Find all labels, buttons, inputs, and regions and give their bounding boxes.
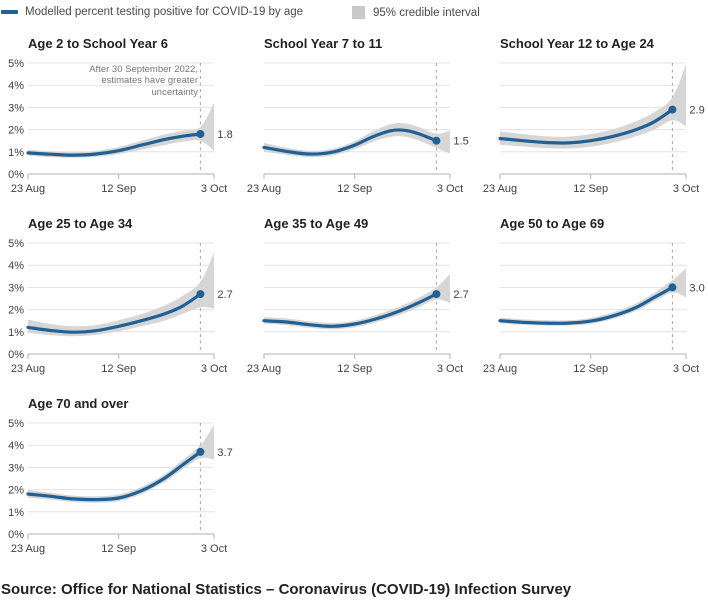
svg-text:23 Aug: 23 Aug [247,363,281,375]
svg-text:5%: 5% [8,58,24,70]
panel-chart: 23 Aug 12 Sep 3 Oct 1.5 [247,62,469,195]
svg-text:3 Oct: 3 Oct [201,363,227,375]
panel-chart: 23 Aug 12 Sep 3 Oct 3.0 [483,242,705,375]
svg-text:3%: 3% [8,282,24,294]
svg-text:0%: 0% [8,169,24,181]
svg-text:3 Oct: 3 Oct [201,183,227,195]
svg-text:12 Sep: 12 Sep [573,363,608,375]
panel-title: Age 35 to Age 49 [264,216,369,231]
svg-text:23 Aug: 23 Aug [483,183,517,195]
panel-age-35-to-49: Age 35 to Age 49 23 Aug 12 Sep 3 Oct 2.7 [236,210,472,390]
svg-text:1%: 1% [8,507,24,519]
svg-text:12 Sep: 12 Sep [573,183,608,195]
svg-text:5%: 5% [8,238,24,250]
legend-band-label: 95% credible interval [373,6,480,19]
svg-text:3 Oct: 3 Oct [673,363,699,375]
panel-school-year-7-to-11: School Year 7 to 11 23 Aug 12 Sep 3 Oct 1.5 [236,30,472,210]
svg-text:2.7: 2.7 [217,289,232,301]
svg-text:4%: 4% [8,260,24,272]
svg-text:23 Aug: 23 Aug [11,363,45,375]
chart-legend: Modelled percent testing positive for CO… [0,0,708,30]
svg-text:4%: 4% [8,440,24,452]
svg-text:3 Oct: 3 Oct [673,183,699,195]
svg-text:23 Aug: 23 Aug [247,183,281,195]
svg-text:3%: 3% [8,462,24,474]
legend-line-label: Modelled percent testing positive for CO… [25,6,304,18]
svg-text:2.9: 2.9 [689,105,704,117]
panel-chart: 23 Aug 12 Sep 3 Oct 2.9 [483,62,705,195]
panel-age-50-to-69: Age 50 to Age 69 23 Aug 12 Sep 3 Oct 3.0 [472,210,708,390]
source-attribution: Source: Office for National Statistics –… [1,581,572,598]
svg-text:1.5: 1.5 [453,136,468,148]
panel-chart: 0% 1% 2% 3% 4% 5% 23 Aug 12 Sep 3 Oct 2.7 [8,238,233,375]
panel-title: Age 25 to Age 34 [28,216,133,231]
band-swatch-icon [352,6,365,19]
svg-text:12 Sep: 12 Sep [101,183,136,195]
svg-text:0%: 0% [8,349,24,361]
svg-text:23 Aug: 23 Aug [483,363,517,375]
svg-text:2%: 2% [8,125,24,137]
svg-text:12 Sep: 12 Sep [337,363,372,375]
svg-text:3 Oct: 3 Oct [437,363,463,375]
svg-text:3 Oct: 3 Oct [201,543,227,555]
legend-item-credible-interval: 95% credible interval [352,6,480,19]
panel-title: Age 70 and over [28,396,129,411]
svg-text:2%: 2% [8,305,24,317]
panel-title: School Year 12 to Age 24 [500,36,654,51]
svg-text:1%: 1% [8,147,24,159]
panel-chart: 0% 1% 2% 3% 4% 5% 23 Aug 12 Sep 3 Oct 3.7 [8,418,233,555]
svg-text:3%: 3% [8,102,24,114]
svg-text:12 Sep: 12 Sep [101,363,136,375]
svg-text:4%: 4% [8,80,24,92]
svg-text:0%: 0% [8,529,24,541]
svg-text:12 Sep: 12 Sep [101,543,136,555]
panel-age-70-and-over: Age 70 and over 0% 1% 2% 3% 4% 5% 23 Aug 12 Sep… [0,390,236,570]
svg-text:3 Oct: 3 Oct [437,183,463,195]
svg-text:5%: 5% [8,418,24,430]
legend-item-modelled-line: Modelled percent testing positive for CO… [1,6,303,18]
svg-text:1.8: 1.8 [217,129,232,141]
svg-text:3.0: 3.0 [689,282,704,294]
svg-text:2%: 2% [8,485,24,497]
line-swatch-icon [1,10,18,14]
svg-text:1%: 1% [8,327,24,339]
svg-text:3.7: 3.7 [217,447,232,459]
panel-age-2-to-school-year-6: Age 2 to School Year 6 0% 1% 2% 3% 4% 5% 23 Au… [0,30,236,210]
svg-text:12 Sep: 12 Sep [337,183,372,195]
panel-age-25-to-34: Age 25 to Age 34 0% 1% 2% 3% 4% 5% 23 Aug 12 Se… [0,210,236,390]
svg-text:23 Aug: 23 Aug [11,543,45,555]
svg-text:2.7: 2.7 [453,289,468,301]
panel-school-year-12-to-age-24: School Year 12 to Age 24 23 Aug 12 Sep 3 O… [472,30,708,210]
small-multiples-grid: Age 2 to School Year 6 0% 1% 2% 3% 4% 5% 23 Au… [0,30,708,570]
panel-chart: 0% 1% 2% 3% 4% 5% 23 Aug 12 Sep 3 Oct 1.8 [8,58,233,195]
panel-title: Age 50 to Age 69 [500,216,605,231]
svg-text:23 Aug: 23 Aug [11,183,45,195]
panel-title: School Year 7 to 11 [264,36,383,51]
panel-chart: 23 Aug 12 Sep 3 Oct 2.7 [247,242,469,375]
panel-title: Age 2 to School Year 6 [28,36,168,51]
